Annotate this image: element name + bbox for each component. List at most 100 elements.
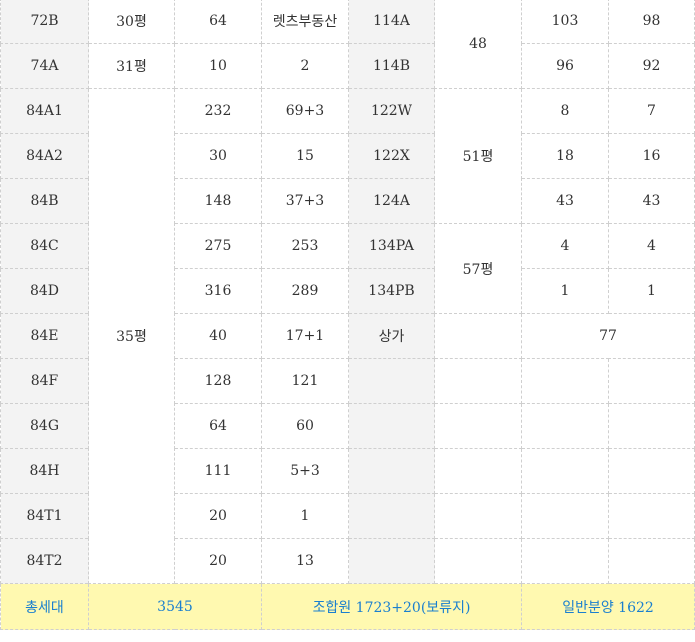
member-units-cell: 17+1 [261,313,349,359]
member-units-cell: 렛츠부동산 [261,0,349,44]
total-units-cell: 148 [174,178,262,224]
unit-type-cell: 84D [0,268,89,314]
table-row: 84A1 35평 232 69+3 122W 51평 8 7 [0,88,695,584]
member-units-cell: 1 [261,493,349,539]
total-units-cell: 4 [521,223,609,269]
empty-cell [434,403,522,449]
unit-type-cell: 84H [0,448,89,494]
member-units-cell: 1 [608,268,695,314]
empty-cell [608,493,695,539]
member-units-cell: 60 [261,403,349,449]
unit-type-cell: 84T1 [0,493,89,539]
member-units-cell: 13 [261,538,349,584]
unit-type-cell: 72B [0,0,89,44]
member-units-cell: 98 [608,0,695,44]
empty-cell [348,448,435,494]
total-units-cell: 20 [174,493,262,539]
total-units-cell: 111 [174,448,262,494]
table-row: 84H 111 5+3 [0,448,695,494]
total-units-cell: 40 [174,313,262,359]
total-units-cell: 64 [174,403,262,449]
unit-type-cell: 134PA [348,223,435,269]
pyeong-cell-57: 57평 [434,223,522,314]
total-units-cell: 232 [174,88,262,134]
pyeong-cell-51: 51평 [434,88,522,224]
empty-cell [348,493,435,539]
empty-cell [608,538,695,584]
member-units-cell: 121 [261,358,349,404]
empty-cell [434,313,522,359]
total-units-cell: 1 [521,268,609,314]
unit-type-cell: 74A [0,43,89,89]
empty-cell [348,403,435,449]
unit-type-cell: 84A1 [0,88,89,134]
member-units-cell: 37+3 [261,178,349,224]
pyeong-cell-35: 35평 [88,88,175,584]
pyeong-cell: 31평 [88,43,175,89]
empty-cell [348,538,435,584]
table-row: 74A 31평 10 2 114B 96 92 [0,43,695,89]
total-units-cell: 30 [174,133,262,179]
unit-type-cell: 84B [0,178,89,224]
empty-cell [434,358,522,404]
total-units-cell: 64 [174,0,262,44]
table-row: 84G 64 60 [0,403,695,449]
table-row: 84T1 20 1 [0,493,695,539]
empty-cell [434,538,522,584]
shop-type-cell: 상가 [348,313,435,359]
unit-type-cell: 134PB [348,268,435,314]
table-row: 84A2 30 15 122X 18 16 [0,133,695,179]
total-units-cell: 20 [174,538,262,584]
unit-type-cell: 122X [348,133,435,179]
table-row: 84F 128 121 [0,358,695,404]
totals-all-units: 3545 [88,583,262,630]
total-units-cell: 316 [174,268,262,314]
member-units-cell: 16 [608,133,695,179]
table-row: 84C 275 253 134PA 57평 4 4 [0,223,695,314]
member-units-cell: 7 [608,88,695,134]
unit-type-cell: 84F [0,358,89,404]
total-units-cell: 103 [521,0,609,44]
totals-member-units: 조합원 1723+20(보류지) [261,583,522,630]
unit-type-cell: 84C [0,223,89,269]
empty-cell [608,358,695,404]
member-units-cell: 253 [261,223,349,269]
empty-cell [521,403,609,449]
unit-type-cell: 84A2 [0,133,89,179]
total-units-cell: 18 [521,133,609,179]
empty-cell [521,493,609,539]
empty-cell [348,358,435,404]
unit-type-cell: 122W [348,88,435,134]
empty-cell [521,538,609,584]
member-units-cell: 289 [261,268,349,314]
unit-type-cell: 84E [0,313,89,359]
unit-type-cell: 84G [0,403,89,449]
member-units-cell: 43 [608,178,695,224]
total-units-cell: 8 [521,88,609,134]
table-row: 84B 148 37+3 124A 43 43 [0,178,695,224]
member-units-cell: 69+3 [261,88,349,134]
empty-cell [608,403,695,449]
totals-row: 총세대 3545 조합원 1723+20(보류지) 일반분양 1622 [0,583,695,630]
unit-type-cell: 124A [348,178,435,224]
member-units-cell: 2 [261,43,349,89]
empty-cell [434,448,522,494]
total-units-cell: 275 [174,223,262,269]
empty-cell [434,493,522,539]
shop-total-cell: 77 [521,313,695,359]
total-units-cell: 96 [521,43,609,89]
member-units-cell: 15 [261,133,349,179]
unit-type-cell: 114A [348,0,435,44]
unit-type-cell: 84T2 [0,538,89,584]
empty-cell [521,448,609,494]
totals-general-sale: 일반분양 1622 [521,583,695,630]
unit-type-cell: 114B [348,43,435,89]
pyeong-cell: 30평 [88,0,175,44]
member-units-cell: 92 [608,43,695,89]
total-units-cell: 10 [174,43,262,89]
table-row: 72B 30평 64 렛츠부동산 114A 48 103 98 [0,0,695,89]
member-units-cell: 5+3 [261,448,349,494]
empty-cell [608,448,695,494]
